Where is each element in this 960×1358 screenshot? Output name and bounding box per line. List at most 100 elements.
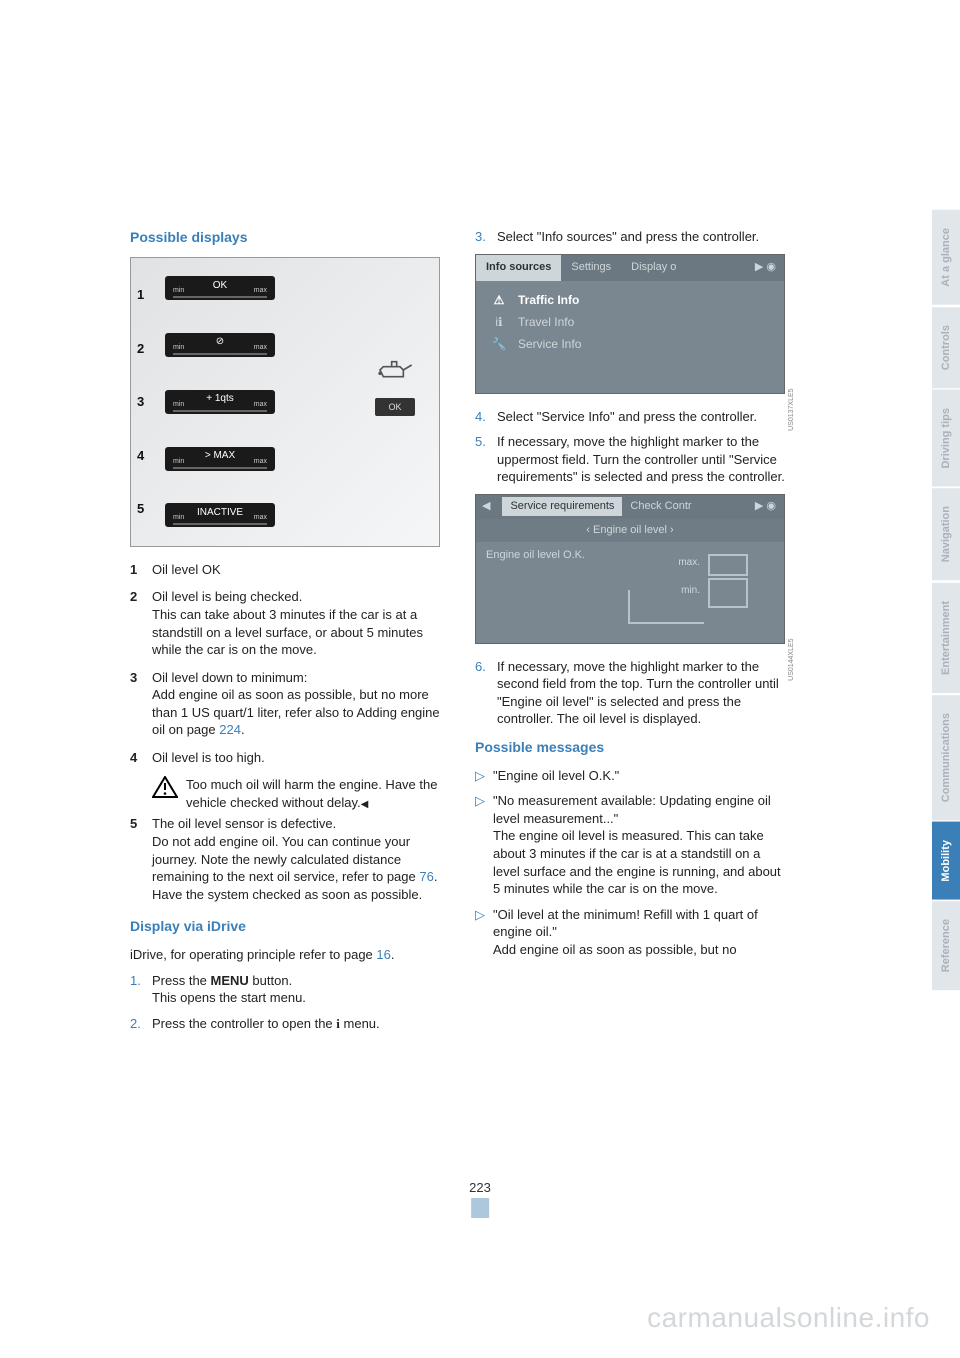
section-tab[interactable]: Communications <box>932 695 960 820</box>
page-link[interactable]: 16 <box>376 947 390 962</box>
gauge-figure: 1 2 3 4 5 OKminmax⊘minmax+ 1qtsminmax> M… <box>130 257 440 547</box>
warning-text: Too much oil will harm the engine. Have … <box>186 776 445 811</box>
tab-settings: Settings <box>561 255 621 281</box>
gauge-number-column: 1 2 3 4 5 <box>137 268 144 536</box>
ok-indicator: OK <box>375 398 415 416</box>
menu-item-label: Traffic Info <box>518 292 579 308</box>
definition-item: 1Oil level OK <box>130 561 445 579</box>
gauge-num: 1 <box>137 286 144 304</box>
menu-item-label: Service Info <box>518 336 581 352</box>
screenshot-subtitle: ‹ Engine oil level › <box>476 519 784 542</box>
menu-item: ⚠ Traffic Info <box>490 289 770 311</box>
message-text: "No measurement available: Updating engi… <box>493 792 790 897</box>
definition-item: 3Oil level down to minimum: Add engine o… <box>130 669 445 739</box>
min-box <box>708 578 748 608</box>
section-tab[interactable]: Entertainment <box>932 583 960 693</box>
menu-item-icon: ⚠ <box>490 292 508 308</box>
step-text: Select "Info sources" and press the cont… <box>497 228 790 246</box>
gauge-num: 3 <box>137 393 144 411</box>
page-number-bar <box>471 1198 489 1218</box>
section-tab[interactable]: Reference <box>932 901 960 990</box>
info-icon: i <box>336 1016 340 1031</box>
step-item: 6.If necessary, move the highlight marke… <box>475 658 790 728</box>
menu-item: 🔧 Service Info <box>490 333 770 355</box>
gauge-display: > MAXminmax <box>165 447 275 471</box>
left-column: Possible displays 1 2 3 4 5 OKminmax⊘min… <box>130 228 445 1318</box>
screenshot-info-sources: Info sources Settings Display o ▶ ◉ ⚠ Tra… <box>475 254 785 394</box>
text: iDrive, for operating principle refer to… <box>130 947 376 962</box>
def-number: 1 <box>130 561 152 579</box>
message-text: "Oil level at the minimum! Refill with 1… <box>493 906 790 959</box>
section-tab[interactable]: Mobility <box>932 822 960 900</box>
section-tab[interactable]: Navigation <box>932 488 960 580</box>
content-area: Possible displays 1 2 3 4 5 OKminmax⊘min… <box>0 0 960 1358</box>
definition-item: 4Oil level is too high. <box>130 749 445 767</box>
step-number: 5. <box>475 433 497 486</box>
def-text: Oil level is being checked. This can tak… <box>152 588 445 658</box>
step-text: Select "Service Info" and press the cont… <box>497 408 790 426</box>
gauge-num: 5 <box>137 500 144 518</box>
menu-item-icon: iℹ <box>490 314 508 330</box>
section-tabs: At a glanceControlsDriving tipsNavigatio… <box>932 210 960 993</box>
screenshot-service-requirements: ◀ Service requirements Check Contr ▶ ◉ ‹… <box>475 494 785 644</box>
message-item: ▷"Oil level at the minimum! Refill with … <box>475 906 790 959</box>
screenshot-menu: ⚠ Traffic Info iℹ Travel Info 🔧 Service Info <box>476 281 784 364</box>
def-text: Oil level is too high. <box>152 749 445 767</box>
figure-credit: US0144XLE5 <box>787 639 796 681</box>
heading-display-idrive: Display via iDrive <box>130 917 445 936</box>
step-text: If necessary, move the highlight marker … <box>497 433 790 486</box>
step-number: 4. <box>475 408 497 426</box>
title-active: Service requirements <box>502 497 622 516</box>
definition-item: 2Oil level is being checked. This can ta… <box>130 588 445 658</box>
gauge-display: INACTIVEminmax <box>165 503 275 527</box>
step-item: 1.Press the MENU button. This opens the … <box>130 972 445 1007</box>
warning-box: Too much oil will harm the engine. Have … <box>152 776 445 811</box>
message-item: ▷"Engine oil level O.K." <box>475 767 790 785</box>
title-next: Check Contr <box>622 499 699 514</box>
step-text: If necessary, move the highlight marker … <box>497 658 790 728</box>
def-text: Oil level OK <box>152 561 445 579</box>
gauge-display: ⊘minmax <box>165 333 275 357</box>
oil-can-icon <box>365 348 425 392</box>
def-number: 2 <box>130 588 152 658</box>
messages-list: ▷"Engine oil level O.K."▷"No measurement… <box>475 767 790 958</box>
step-number: 2. <box>130 1015 152 1033</box>
def-text: Oil level down to minimum: Add engine oi… <box>152 669 445 739</box>
step-item: 3.Select "Info sources" and press the co… <box>475 228 790 246</box>
graph-line <box>628 590 704 624</box>
text: . <box>391 947 395 962</box>
gauge-num: 4 <box>137 447 144 465</box>
idrive-lead: iDrive, for operating principle refer to… <box>130 946 445 964</box>
section-tab[interactable]: Driving tips <box>932 390 960 487</box>
screenshot-body: Engine oil level O.K. max. min. <box>476 542 784 638</box>
menu-item-label: Travel Info <box>518 314 574 330</box>
max-box <box>708 554 748 576</box>
screenshot-tabbar: Info sources Settings Display o ▶ ◉ <box>476 255 784 281</box>
message-item: ▷"No measurement available: Updating eng… <box>475 792 790 897</box>
def-text: The oil level sensor is defective. Do no… <box>152 815 445 903</box>
screenshot-titlebar: ◀ Service requirements Check Contr ▶ ◉ <box>476 495 784 519</box>
section-tab[interactable]: At a glance <box>932 210 960 305</box>
page: Possible displays 1 2 3 4 5 OKminmax⊘min… <box>0 0 960 1358</box>
bullet-marker: ▷ <box>475 792 493 897</box>
figure-credit: US0137XLE5 <box>787 389 796 431</box>
steps-block: 3.Select "Info sources" and press the co… <box>475 228 790 246</box>
tab-info-sources: Info sources <box>476 255 561 281</box>
idrive-steps: 1.Press the MENU button. This opens the … <box>130 972 445 1033</box>
tab-scroll-icons: ▶ ◉ <box>747 260 784 275</box>
gauge-display: OKminmax <box>165 276 275 300</box>
tab-display: Display o <box>621 255 686 281</box>
page-number-text: 223 <box>469 1180 491 1195</box>
gauge-num: 2 <box>137 340 144 358</box>
section-tab[interactable]: Controls <box>932 307 960 388</box>
def-number: 5 <box>130 815 152 903</box>
bullet-marker: ▷ <box>475 767 493 785</box>
message-text: "Engine oil level O.K." <box>493 767 619 785</box>
menu-item-icon: 🔧 <box>490 336 508 352</box>
page-link[interactable]: 76 <box>419 869 433 884</box>
definition-list: 1Oil level OK2Oil level is being checked… <box>130 561 445 903</box>
step-number: 3. <box>475 228 497 246</box>
step-number: 1. <box>130 972 152 1007</box>
heading-possible-messages: Possible messages <box>475 738 790 757</box>
page-link[interactable]: 224 <box>219 722 241 737</box>
